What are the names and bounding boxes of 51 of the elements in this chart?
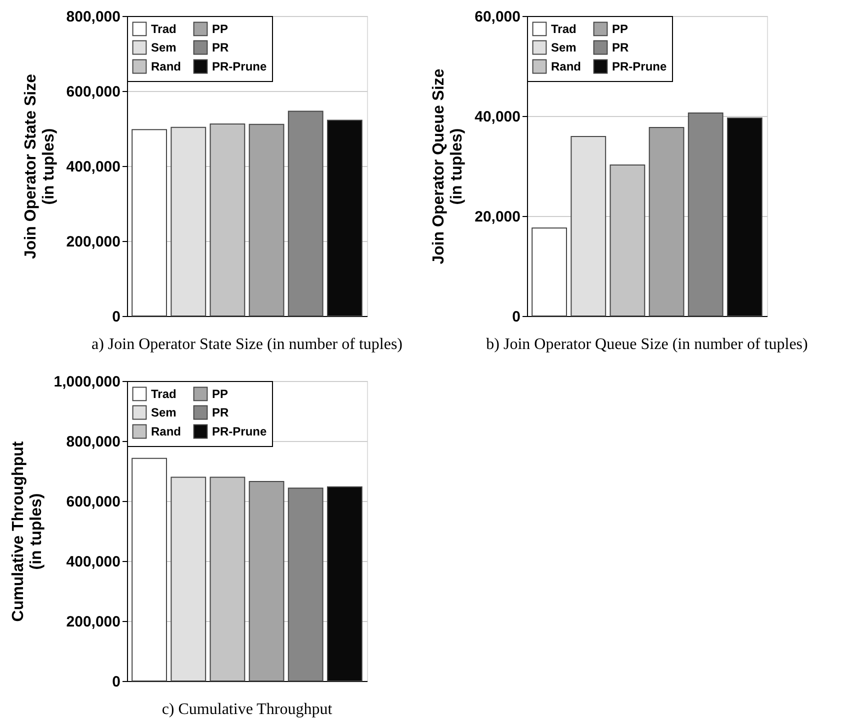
y-tick-label: 40,000 [474, 108, 520, 126]
legend-label: PP [212, 22, 228, 36]
legend-label: Trad [551, 22, 576, 36]
legend-label: PR-Prune [212, 424, 267, 438]
y-tick-label: 60,000 [474, 8, 520, 26]
bar [132, 458, 167, 682]
y-axis-title: Join Operator State Size (in tuples) [22, 74, 58, 259]
legend-label: Sem [151, 40, 176, 54]
legend-label: PR [212, 40, 230, 54]
y-tick-label: 0 [112, 674, 120, 690]
bar [648, 127, 684, 316]
bar [132, 129, 167, 316]
bar [688, 112, 724, 316]
y-axis-title: Join Operator Queue Size (in tuples) [430, 68, 466, 264]
legend-label: Trad [151, 22, 176, 36]
y-tick-label: 800,000 [66, 434, 120, 450]
text: c) Cumulative Throughput [162, 701, 333, 718]
legend-label: PP [212, 386, 228, 401]
y-tick-label: 0 [112, 308, 120, 326]
bar [288, 110, 324, 316]
y-tick-label: 600,000 [66, 84, 120, 100]
bar [288, 488, 324, 682]
legend-label: Rand [151, 60, 181, 74]
bar [170, 476, 206, 682]
y-tick-label: 600,000 [66, 494, 120, 510]
bar [170, 126, 206, 316]
legend-label: PR-Prune [612, 60, 667, 74]
y-axis-title: Cumulative Throughput (in tuples) [10, 440, 45, 622]
legend-label: Rand [551, 60, 581, 74]
bar [248, 481, 284, 682]
legend-label: PP [612, 22, 628, 36]
y-tick-label: 200,000 [66, 614, 120, 630]
legend-label: Rand [151, 424, 181, 438]
legend-label: PR [612, 40, 630, 54]
y-tick-label: 400,000 [66, 554, 120, 570]
text: a) Join Operator State Size (in number of tuples) [91, 336, 403, 353]
bar [248, 124, 284, 316]
bar [532, 228, 567, 316]
legend-label: PR-Prune [212, 60, 267, 74]
y-tick-label: 800,000 [66, 8, 120, 26]
y-tick-label: 1,000,000 [54, 374, 120, 390]
y-tick-label: 400,000 [66, 158, 120, 176]
legend-label: Trad [151, 386, 176, 401]
legend-label: Sem [551, 40, 576, 54]
y-tick-label: 20,000 [474, 208, 520, 226]
y-tick-label: 200,000 [66, 234, 120, 250]
legend-label: Sem [151, 406, 176, 420]
y-tick-label: 0 [512, 308, 520, 326]
legend-label: PR [212, 406, 230, 420]
text: b) Join Operator Queue Size (in number of tuples) [486, 336, 808, 353]
bar [570, 136, 606, 316]
